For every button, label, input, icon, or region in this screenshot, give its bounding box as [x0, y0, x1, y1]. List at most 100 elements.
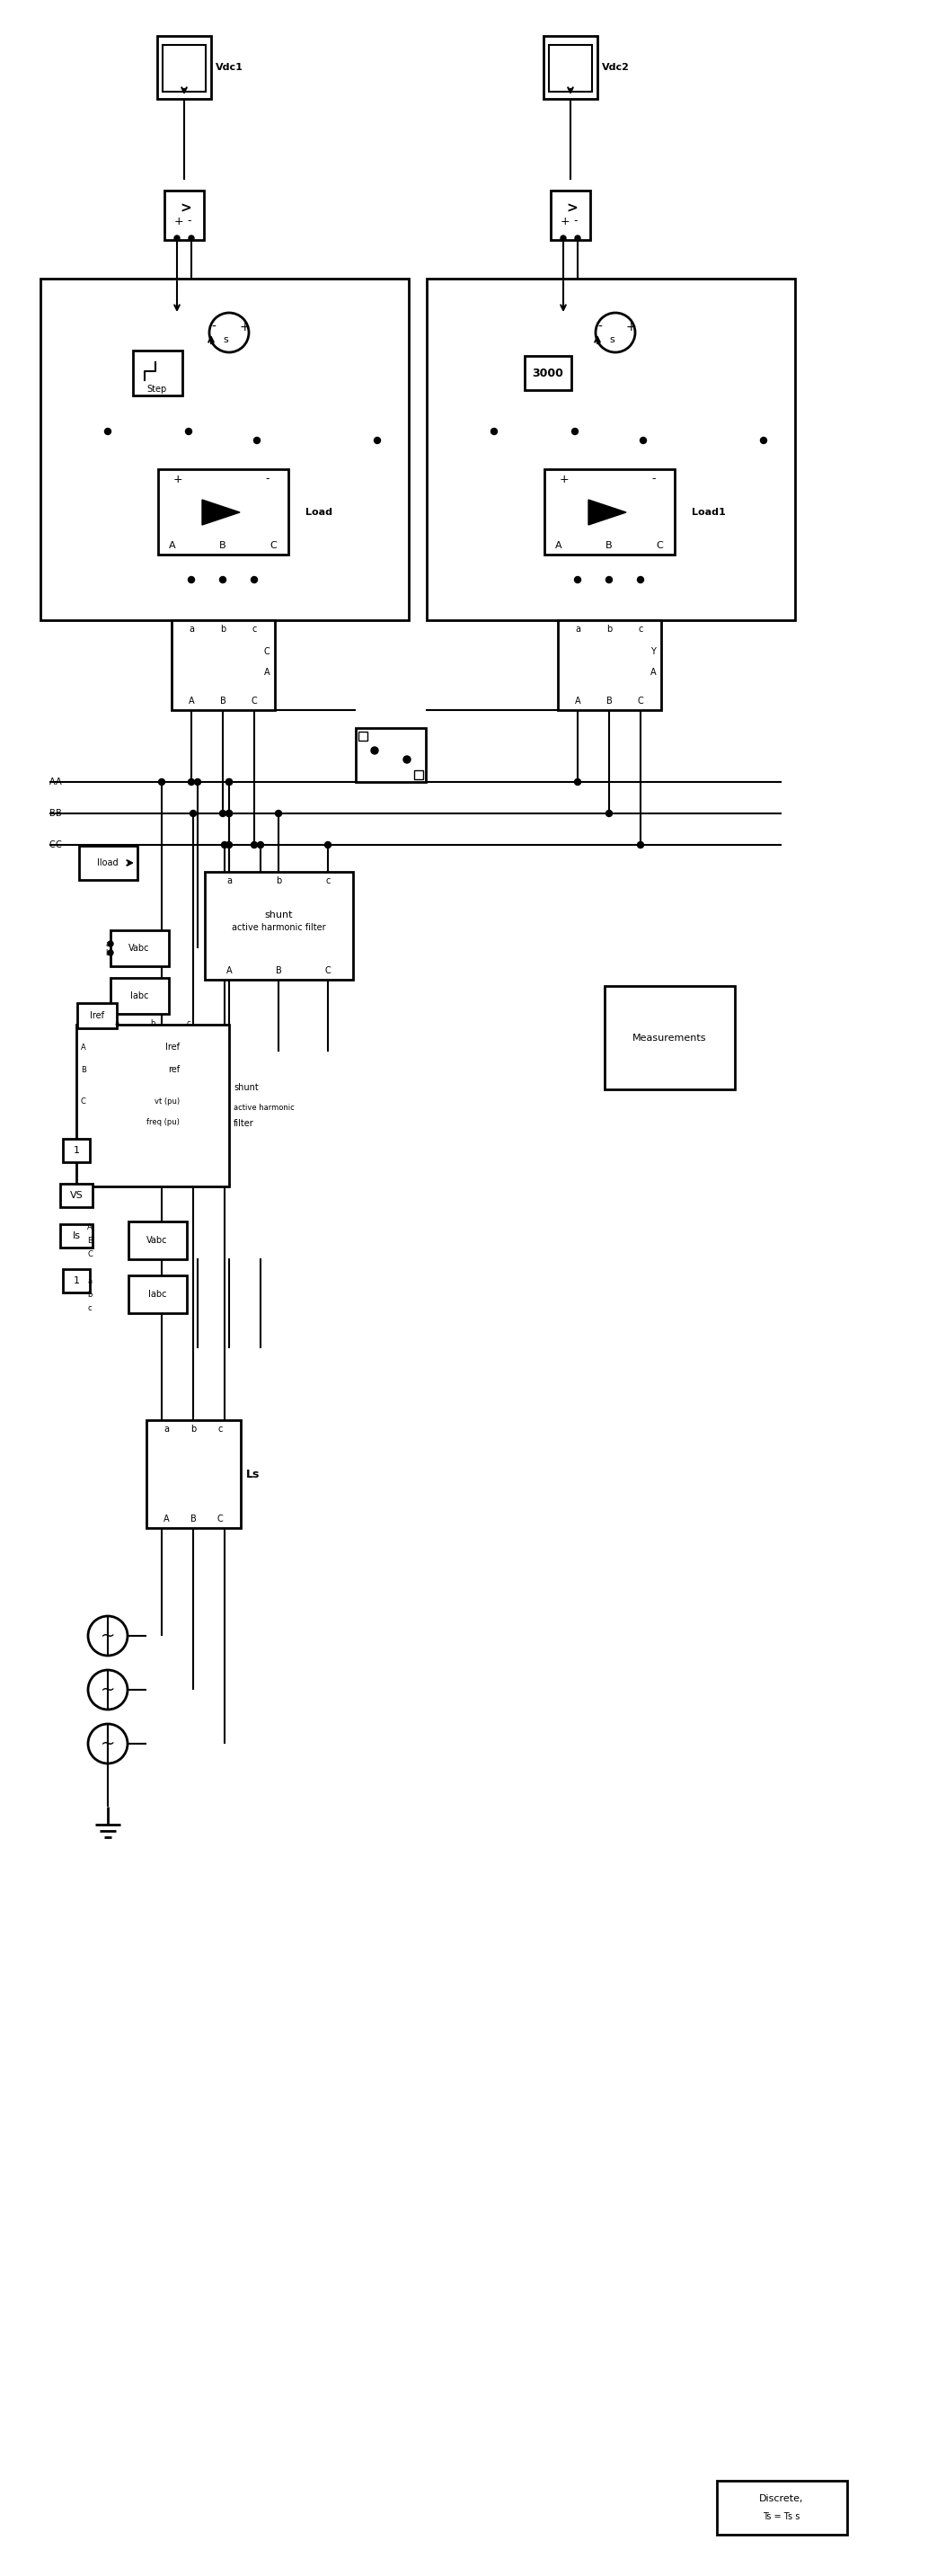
- Bar: [172, 621, 275, 711]
- Circle shape: [174, 234, 180, 242]
- Circle shape: [561, 234, 566, 242]
- Text: a: a: [114, 1018, 119, 1028]
- Text: c: c: [218, 1425, 223, 1435]
- Circle shape: [108, 940, 113, 945]
- Text: Iref: Iref: [165, 1043, 180, 1051]
- Text: +: +: [625, 322, 636, 332]
- Text: -: -: [265, 474, 270, 484]
- Text: ~: ~: [100, 1628, 115, 1643]
- Text: A: A: [651, 667, 656, 677]
- Text: Load: Load: [305, 507, 332, 518]
- Bar: [63, 1270, 90, 1293]
- Text: A: A: [49, 778, 55, 786]
- Circle shape: [251, 577, 257, 582]
- Text: C: C: [264, 647, 270, 657]
- Text: a: a: [106, 940, 110, 948]
- Text: -: -: [574, 216, 578, 227]
- Bar: [550, 191, 590, 240]
- Text: active harmonic filter: active harmonic filter: [231, 922, 326, 933]
- Text: Vabc: Vabc: [147, 1236, 168, 1244]
- Text: A: A: [264, 667, 270, 677]
- Circle shape: [226, 842, 232, 848]
- Circle shape: [226, 778, 232, 786]
- Text: Y: Y: [651, 647, 656, 657]
- Text: Discrete,: Discrete,: [759, 2494, 804, 2504]
- Text: shunt: shunt: [264, 909, 292, 920]
- Circle shape: [606, 811, 612, 817]
- Text: Measurements: Measurements: [632, 1033, 706, 1043]
- Circle shape: [572, 428, 578, 435]
- Bar: [558, 621, 661, 711]
- Text: B: B: [56, 809, 61, 819]
- Bar: [128, 1221, 187, 1260]
- Text: shunt: shunt: [234, 1082, 259, 1092]
- Text: A: A: [226, 966, 232, 976]
- Polygon shape: [588, 500, 626, 526]
- Text: C: C: [251, 696, 257, 706]
- Text: B: B: [87, 1236, 93, 1244]
- Text: -: -: [212, 322, 216, 332]
- Bar: [355, 729, 426, 783]
- Text: s: s: [223, 335, 228, 345]
- Circle shape: [276, 811, 281, 817]
- Bar: [545, 469, 675, 554]
- Text: -: -: [187, 216, 191, 227]
- Circle shape: [575, 234, 580, 242]
- Circle shape: [222, 842, 227, 848]
- Text: C: C: [49, 840, 55, 850]
- Circle shape: [371, 747, 379, 755]
- Bar: [544, 36, 598, 98]
- Text: b: b: [190, 1425, 196, 1435]
- Circle shape: [374, 438, 380, 443]
- Text: B: B: [219, 541, 226, 551]
- Text: Iabc: Iabc: [130, 992, 148, 999]
- Bar: [60, 1185, 93, 1208]
- Text: C: C: [270, 541, 277, 551]
- Text: b: b: [150, 1018, 155, 1028]
- Text: B: B: [606, 541, 612, 551]
- Text: A: A: [574, 696, 581, 706]
- Circle shape: [226, 811, 232, 817]
- Text: a: a: [163, 1425, 169, 1435]
- Text: VS: VS: [70, 1190, 83, 1200]
- Text: C: C: [325, 966, 331, 976]
- Text: Vabc: Vabc: [129, 943, 149, 953]
- Text: B: B: [81, 1066, 86, 1074]
- Bar: [79, 845, 137, 881]
- Text: >: >: [566, 201, 578, 216]
- Text: Load1: Load1: [691, 507, 726, 518]
- Bar: [427, 278, 795, 621]
- Text: c: c: [88, 1303, 92, 1311]
- Text: vt (pu): vt (pu): [154, 1097, 180, 1105]
- Circle shape: [195, 778, 200, 786]
- Circle shape: [188, 234, 194, 242]
- Bar: [60, 1224, 93, 1247]
- Text: Step: Step: [148, 384, 167, 394]
- Text: ref: ref: [168, 1064, 180, 1074]
- Bar: [205, 871, 353, 979]
- Circle shape: [226, 778, 232, 786]
- Circle shape: [251, 842, 257, 848]
- Text: Iref: Iref: [90, 1012, 104, 1020]
- Text: active harmonic: active harmonic: [234, 1103, 294, 1110]
- Circle shape: [574, 577, 581, 582]
- Text: freq (pu): freq (pu): [147, 1118, 180, 1126]
- Text: +: +: [560, 474, 569, 484]
- Circle shape: [404, 755, 410, 762]
- Circle shape: [606, 577, 612, 582]
- Text: C: C: [638, 696, 643, 706]
- Text: a: a: [188, 623, 194, 634]
- Bar: [128, 1275, 187, 1314]
- Text: +: +: [174, 216, 184, 227]
- Circle shape: [491, 428, 497, 435]
- Text: A: A: [169, 541, 176, 551]
- Text: b: b: [87, 1291, 92, 1298]
- Text: C: C: [81, 1097, 86, 1105]
- Text: a: a: [226, 876, 232, 886]
- Text: c: c: [326, 876, 330, 886]
- Text: s: s: [609, 335, 614, 345]
- Text: 1: 1: [73, 1275, 80, 1285]
- Text: Vdc1: Vdc1: [215, 62, 243, 72]
- Bar: [110, 930, 169, 966]
- Bar: [147, 1419, 240, 1528]
